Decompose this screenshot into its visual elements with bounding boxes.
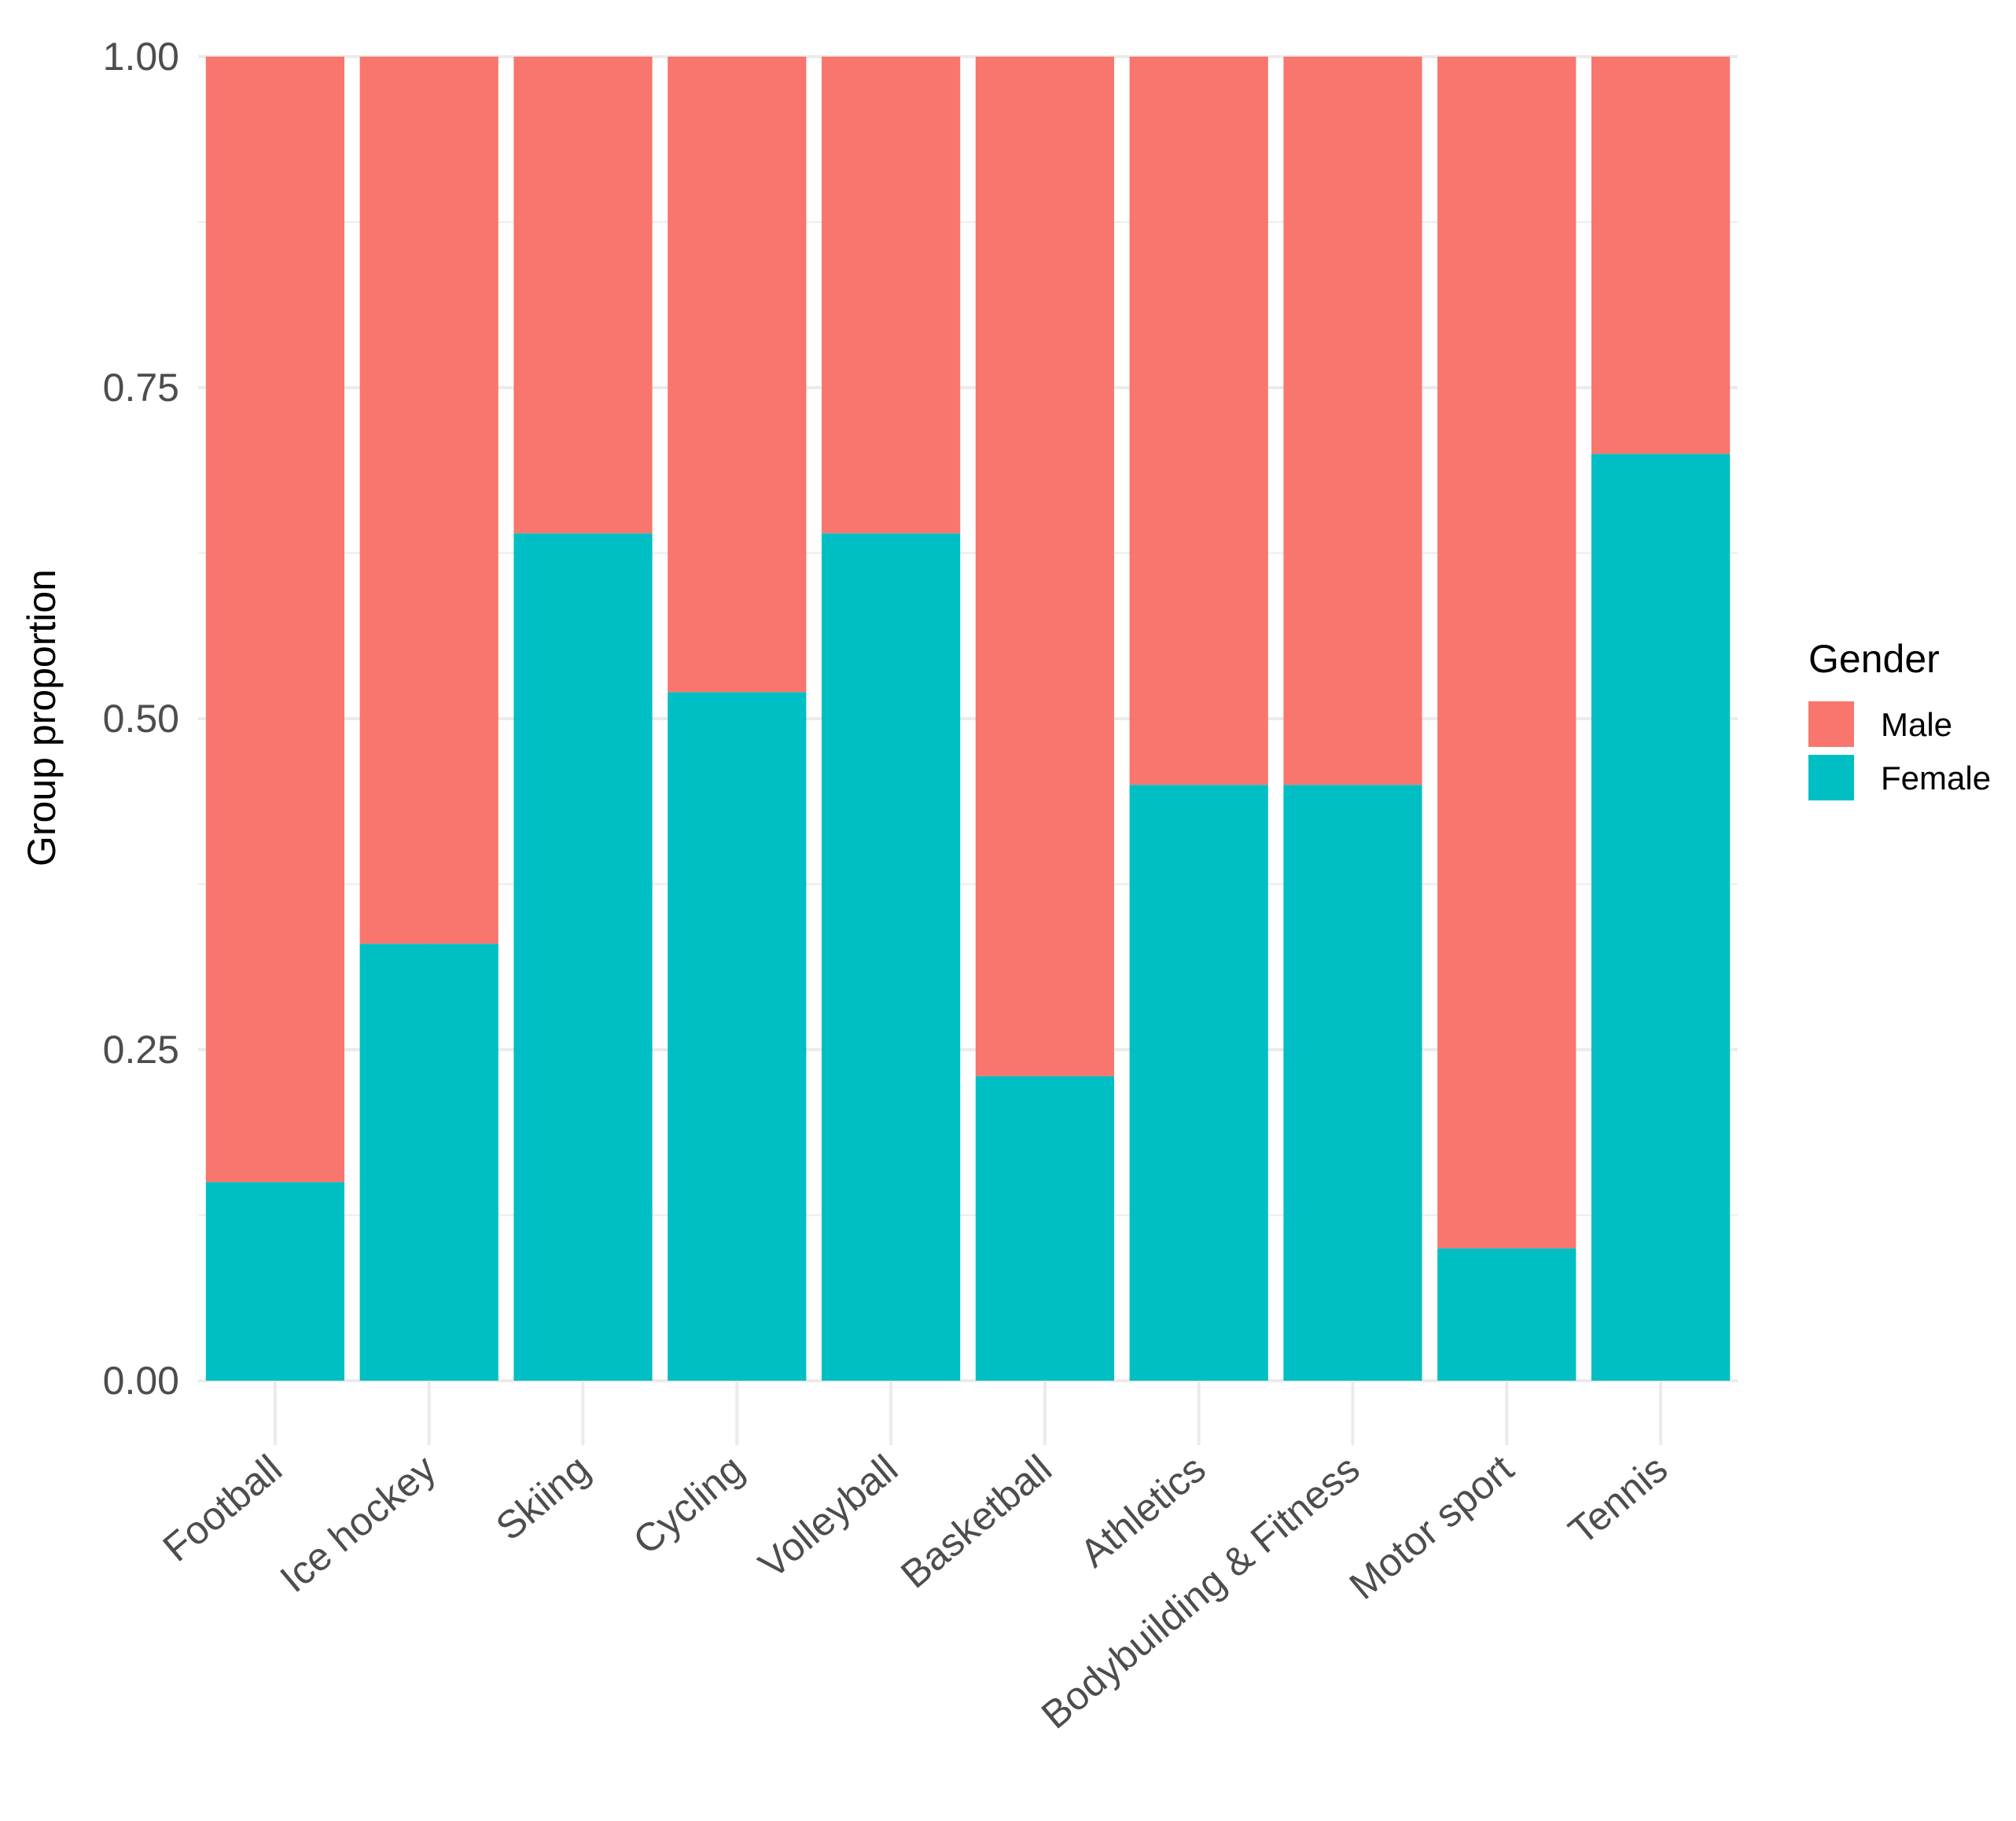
y-tick-label: 0.00 <box>103 1359 179 1403</box>
bar-male-athletics <box>1129 57 1268 785</box>
x-tick-label: Volleyball <box>750 1447 906 1587</box>
x-tick-label: Basketball <box>892 1447 1060 1597</box>
bar-female-volleyball <box>821 533 961 1381</box>
y-tick-label: 0.50 <box>103 697 179 741</box>
legend-key-male <box>1808 701 1854 747</box>
bar-female-tennis <box>1591 454 1731 1381</box>
bar-female-basketball <box>975 1076 1115 1381</box>
y-tick-label: 0.75 <box>103 366 179 410</box>
bar-male-tennis <box>1591 57 1731 454</box>
bar-female-athletics <box>1129 785 1268 1381</box>
bar-female-skiing <box>513 533 653 1381</box>
bar-male-volleyball <box>821 57 961 534</box>
bar-male-ice-hockey <box>359 57 498 944</box>
legend-title: Gender <box>1808 637 1940 681</box>
x-tick-label: Skiing <box>487 1447 598 1549</box>
bar-male-bodybuilding-fitness <box>1283 57 1422 785</box>
x-tick-label: Athletics <box>1072 1447 1214 1576</box>
bar-male-skiing <box>513 57 653 534</box>
bar-female-football <box>205 1182 345 1381</box>
y-axis-ticks: 0.00 0.25 0.50 0.75 1.00 <box>103 35 179 1403</box>
bar-male-basketball <box>975 57 1115 1076</box>
y-tick-label: 0.25 <box>103 1028 179 1072</box>
x-tick-label: Tennis <box>1560 1447 1676 1554</box>
y-tick-label: 1.00 <box>103 35 179 79</box>
bar-female-motor-sport <box>1437 1248 1576 1381</box>
y-axis-title: Group proportion <box>20 569 64 866</box>
bar-male-cycling <box>668 57 807 693</box>
x-tick-label: Football <box>155 1447 290 1570</box>
bar-female-ice-hockey <box>359 944 498 1381</box>
legend-label-male: Male <box>1881 706 1952 743</box>
legend-key-female <box>1808 755 1854 800</box>
bar-female-bodybuilding-fitness <box>1283 785 1422 1381</box>
x-tick-label: Ice hockey <box>272 1447 444 1602</box>
bar-male-football <box>205 57 345 1183</box>
legend: Gender Male Female <box>1808 637 1991 800</box>
bar-male-motor-sport <box>1437 57 1576 1249</box>
x-tick-label: Motor sport <box>1341 1446 1522 1608</box>
x-tick-label: Cycling <box>625 1447 752 1563</box>
bars <box>205 57 1731 1381</box>
legend-label-female: Female <box>1881 760 1991 796</box>
bar-female-cycling <box>668 692 807 1381</box>
